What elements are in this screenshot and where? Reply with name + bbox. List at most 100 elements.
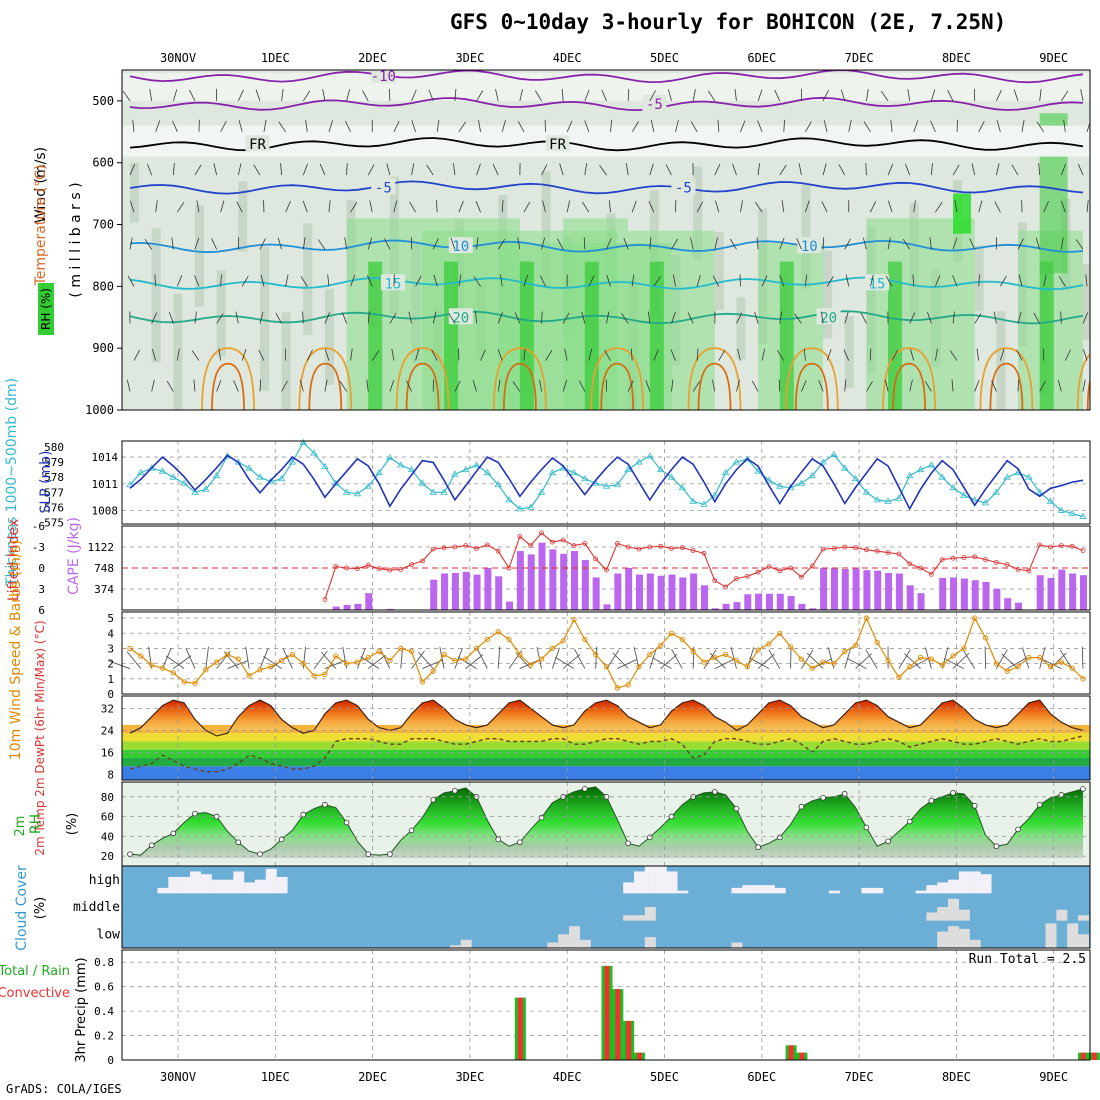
wind-tick-label: 4 — [107, 627, 114, 640]
warm-contour — [201, 347, 255, 410]
date-label-bottom: 1DEC — [261, 1070, 290, 1084]
wind-barb-10m — [263, 655, 282, 669]
lifted-index-point — [831, 546, 837, 551]
cape-bar — [365, 593, 373, 610]
wind-barb — [317, 239, 326, 250]
wind-barb — [757, 163, 760, 176]
cloud-high-bar — [211, 879, 223, 894]
wind-barb — [300, 275, 308, 287]
wind-barb — [302, 311, 304, 324]
wind-barb — [480, 349, 486, 361]
slp-tick-label: 1008 — [92, 505, 119, 518]
wind-barb — [259, 238, 266, 250]
warm-contour — [1076, 353, 1090, 410]
wind-speed-point — [690, 648, 696, 655]
wind-speed-point — [441, 651, 447, 658]
cloud-high-bar — [179, 876, 191, 894]
wind-speed-point — [159, 665, 166, 671]
wind-speed-point — [1069, 665, 1075, 671]
wind-barb — [822, 163, 827, 176]
wind-barb — [431, 349, 438, 361]
wind-barb — [803, 348, 806, 361]
wind-barb — [346, 163, 348, 176]
wind-barb — [176, 202, 185, 213]
cloud-low-bar — [460, 939, 472, 948]
wind-barb — [1060, 237, 1064, 250]
warm-contour — [405, 362, 440, 410]
wind-barb — [384, 238, 391, 250]
rh-point — [841, 791, 848, 797]
wind-speed-point — [907, 664, 913, 670]
wind-speed-point — [203, 667, 209, 673]
wind-speed-point — [874, 639, 880, 646]
date-label-top: 4DEC — [553, 51, 582, 65]
wind-barb — [149, 88, 153, 101]
rh-wet-shade — [649, 261, 664, 410]
wind-barb — [584, 163, 588, 176]
cloud-middle-bar — [948, 898, 960, 921]
wind-barb — [995, 163, 1000, 176]
wind-barb — [844, 238, 851, 250]
wind-barb — [322, 89, 326, 101]
wind-barb — [863, 121, 871, 133]
pressure-tick-label: 700 — [92, 218, 114, 232]
wind-barb — [952, 311, 955, 324]
rh-point — [582, 786, 588, 792]
wind-barb — [454, 380, 461, 392]
wind-barb — [369, 200, 373, 213]
wind-barb — [126, 379, 131, 392]
wind-barb — [433, 274, 438, 287]
cloud-middle-bar — [1056, 909, 1068, 921]
wind-barb — [714, 164, 721, 176]
temperature-contour-label: -5 — [675, 180, 692, 196]
wind-speed-point — [408, 648, 415, 655]
wind-speed-point — [582, 636, 588, 642]
thickness-point — [906, 471, 914, 479]
wind-barb — [277, 237, 282, 250]
wind-barb-10m — [924, 647, 932, 669]
temperature-band — [122, 757, 1090, 767]
wind-barb-10m — [476, 648, 488, 669]
wind-barb — [132, 119, 135, 132]
cape-bar — [625, 567, 633, 610]
wind-speed-point — [343, 660, 350, 667]
wind-barb — [913, 120, 919, 132]
lifted-index-point — [755, 569, 761, 575]
wind-speed-point — [766, 641, 772, 647]
wind-barb — [319, 163, 326, 176]
contour-label-bg — [448, 308, 473, 325]
thickness-point — [310, 449, 318, 456]
lifted-index-point — [1048, 544, 1053, 550]
thickness-point — [819, 458, 827, 465]
wind-barb — [339, 381, 347, 392]
wind-speed-point — [224, 651, 231, 658]
wind-barb — [845, 274, 850, 287]
wind-barb — [884, 379, 889, 392]
wind-barb — [1085, 274, 1088, 287]
wind-barb — [991, 380, 997, 392]
thickness-point — [732, 458, 741, 465]
date-label-top: 9DEC — [1039, 51, 1068, 65]
temperature-contour — [129, 137, 1084, 152]
thickness-point — [472, 461, 481, 468]
wind-barb — [259, 379, 261, 392]
wind-barb — [241, 275, 249, 287]
cape-bar — [679, 577, 687, 610]
lifted-index-point — [669, 546, 674, 551]
lifted-index-point — [376, 566, 382, 572]
wind-barb — [978, 200, 983, 213]
thickness-point — [548, 468, 557, 476]
lifted-index-point — [365, 562, 371, 568]
wind-tick-label: 1 — [107, 673, 114, 686]
wind-speed-point — [181, 679, 187, 685]
thickness-point — [776, 482, 784, 489]
cape-bar — [646, 573, 654, 610]
cloud-high-bar — [244, 882, 256, 894]
wind-barb — [909, 312, 916, 324]
warm-contour — [784, 347, 839, 410]
wind-barb — [211, 238, 217, 250]
wind-speed-point — [246, 673, 252, 679]
cloud-low-bar — [1078, 934, 1089, 948]
wind-barb — [194, 311, 197, 324]
wind-barb — [129, 237, 133, 250]
